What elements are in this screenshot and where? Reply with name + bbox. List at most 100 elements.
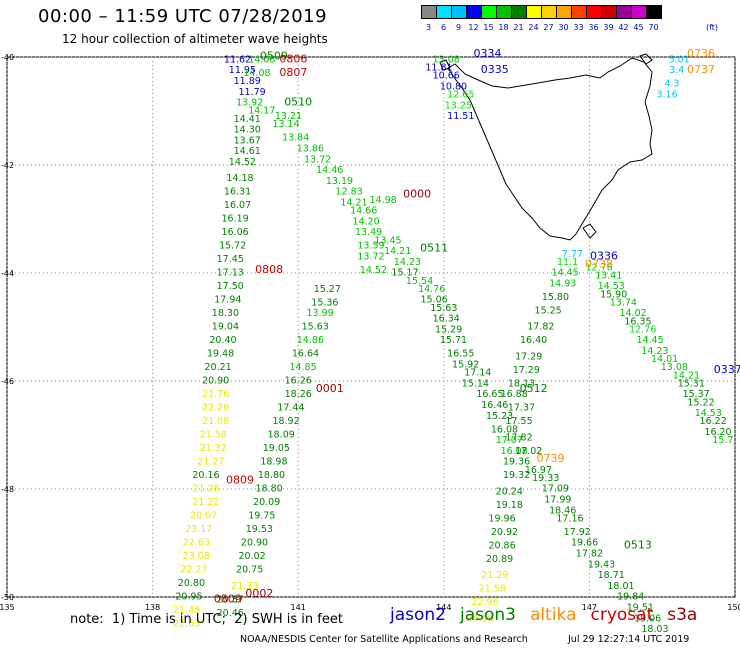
wave-height-value: 20.89 (486, 554, 513, 565)
wave-height-value: 21.32 (200, 443, 227, 454)
wave-height-value: 13.92 (236, 98, 263, 109)
wave-height-value: 17.50 (217, 281, 244, 292)
wave-height-value: 16.34 (433, 314, 460, 325)
wave-height-value: 11.1 (557, 257, 578, 268)
latitude-tick-label: -48 (1, 485, 14, 494)
wave-height-value: 19.51 (627, 603, 654, 614)
wave-height-value: 20.95 (175, 592, 202, 603)
wave-height-value: 13.86 (297, 144, 324, 155)
wave-height-value: 14.66 (350, 206, 377, 217)
pass-time-label: 0512 (520, 382, 548, 395)
longitude-tick-label: 138 (145, 603, 160, 612)
wave-height-value: 17.14 (464, 368, 491, 379)
wave-height-value: 20.07 (190, 511, 217, 522)
longitude-tick-label: 150 (727, 603, 740, 612)
wave-height-value: 14.85 (289, 362, 316, 373)
wave-height-value: 14.17 (248, 106, 275, 117)
wave-height-value: 19.33 (532, 473, 559, 484)
wave-height-value: 17.44 (277, 403, 304, 414)
wave-height-value: 14.20 (353, 216, 380, 227)
pass-time-label: 0738 (585, 258, 613, 271)
wave-height-value: 16.20 (704, 427, 731, 438)
wave-height-value: 16.08 (501, 446, 528, 457)
legend-label: 42 (618, 23, 629, 32)
wave-height-value: 19.84 (617, 592, 644, 603)
wave-height-value: 18.30 (212, 308, 239, 319)
wave-height-value: 13.08 (433, 54, 460, 65)
wave-height-value: 15.14 (462, 378, 489, 389)
footnote: note: 1) Time is in UTC; 2) SWH is in fe… (70, 612, 343, 627)
wave-height-value: 15.37 (683, 389, 710, 400)
wave-height-value: 10.80 (440, 81, 467, 92)
wave-height-value: 17.99 (544, 495, 571, 506)
legend-label: 70 (648, 23, 659, 32)
chart-subtitle: 12 hour collection of altimeter wave hei… (62, 32, 328, 46)
wave-height-value: 20.40 (209, 335, 236, 346)
wave-height-value: 23.17 (185, 524, 212, 535)
wave-height-value: 13.99 (306, 308, 333, 319)
legend-label: 39 (603, 23, 614, 32)
pass-time-label: 0739 (537, 452, 565, 465)
wave-height-value: 15.90 (600, 289, 627, 300)
color-scale-legend: 3 6 9 12 15 18 21 24 27 30 33 36 39 42 45 70 (ft) (421, 5, 718, 32)
legend-label: 33 (573, 23, 584, 32)
wave-height-value: 21.29 (481, 570, 508, 581)
latitude-tick-label: -40 (1, 53, 14, 62)
wave-height-value: 17.45 (217, 254, 244, 265)
wave-height-value: 20.02 (238, 551, 265, 562)
wave-height-value: 17.92 (564, 527, 591, 538)
wave-height-value: 18.80 (255, 484, 282, 495)
wave-height-value: 16.55 (447, 349, 474, 360)
wave-height-value: 22.96 (471, 597, 498, 608)
wave-height-value: 20.16 (192, 470, 219, 481)
wave-height-value: 14.08 (248, 54, 275, 65)
chart-title: 00:00 – 11:59 UTC 07/28/2019 (38, 6, 328, 27)
wave-height-value: 19.48 (207, 349, 234, 360)
wave-height-value: 14.21 (384, 246, 411, 257)
legend-label: 3 (425, 23, 432, 32)
wave-height-value: 11.62 (224, 54, 251, 65)
legend-unit: (ft) (706, 23, 719, 32)
wave-height-value: 12.65 (447, 90, 474, 101)
wave-height-value: 14.21 (673, 370, 700, 381)
wave-height-value: 21.76 (202, 389, 229, 400)
wave-height-value: 16.97 (525, 465, 552, 476)
satellite-legend: jason2 jason3 altika cryosat s3a (390, 605, 711, 625)
latitude-tick-label: -50 (1, 593, 14, 602)
wave-height-value: 17.09 (542, 484, 569, 495)
wave-height-value: 14.41 (234, 114, 261, 125)
wave-height-value: 13.84 (282, 133, 309, 144)
pass-time-label: 0511 (420, 241, 448, 254)
wave-height-value: 10.66 (433, 71, 460, 82)
wave-height-value: 19.43 (588, 559, 615, 570)
wave-height-value: 11.51 (447, 111, 474, 122)
satellite-name: cryosat (590, 605, 654, 625)
wave-height-value: 13.72 (357, 252, 384, 263)
wave-height-value: 16.08 (491, 424, 518, 435)
wave-height-value: 16.88 (501, 389, 528, 400)
wave-height-value: 14.23 (394, 257, 421, 268)
wave-height-value: 16.22 (700, 416, 727, 427)
wave-height-value: 22.63 (173, 619, 200, 630)
wave-height-value: 19.75 (248, 511, 275, 522)
wave-height-value: 13.14 (272, 119, 299, 130)
pass-time-label: 0736 (687, 47, 715, 60)
tasmania-coastline (447, 57, 653, 241)
wave-height-value: 11.79 (238, 87, 265, 98)
wave-height-value: 21.28 (192, 484, 219, 495)
wave-height-value: 3.16 (656, 90, 677, 101)
wave-height-value: 18.71 (598, 570, 625, 581)
wave-height-value: 5.01 (669, 54, 690, 65)
legend-label: 36 (588, 23, 599, 32)
track-f: 5.013.4 4.33.16 (656, 54, 689, 100)
wave-height-value: 17.07 (496, 435, 523, 446)
wave-height-value: 21.22 (192, 497, 219, 508)
legend-color-bar (421, 5, 662, 19)
pass-time-label: 0334 (473, 47, 501, 60)
wave-height-value: 14.53 (598, 281, 625, 292)
wave-height-value: 13.49 (355, 227, 382, 238)
